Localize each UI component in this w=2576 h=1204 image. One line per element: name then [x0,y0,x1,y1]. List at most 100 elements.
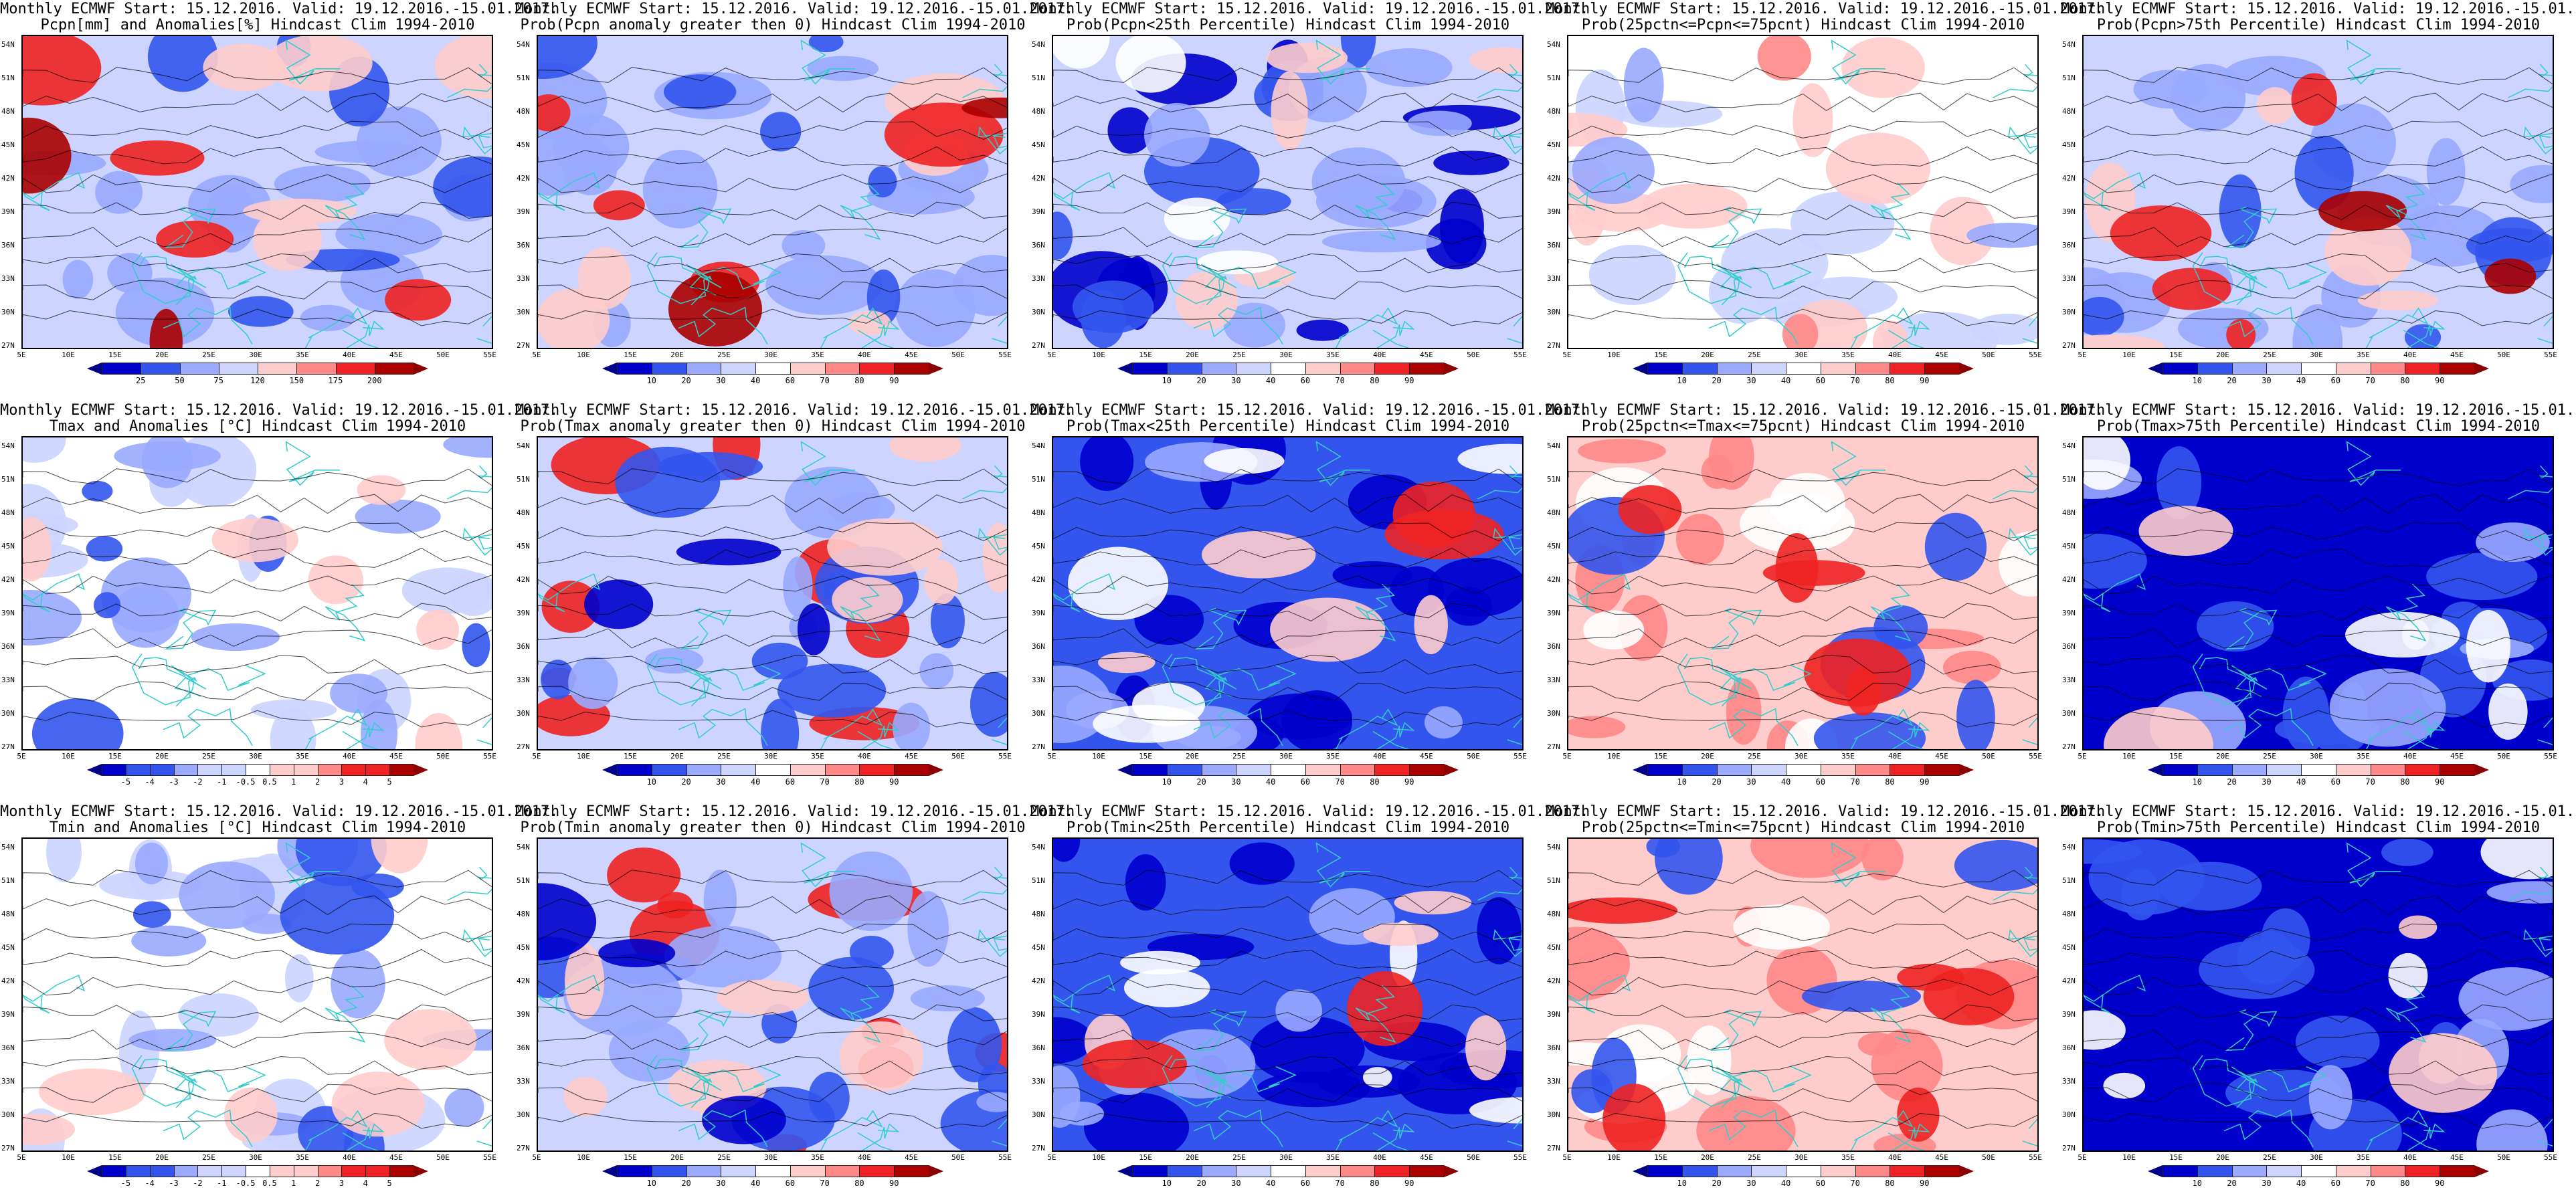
colorbar-tick-label: -0.5 [236,1179,256,1188]
lat-tick-label: 33N [1,274,15,283]
map-plot [21,837,493,1152]
lon-tick-label: 30E [249,752,262,761]
colorbar-tick-label: 90 [1404,777,1414,787]
lon-tick-label: 30E [1795,752,1808,761]
colorbar [1633,363,1974,375]
lat-tick-label: 36N [1,241,15,249]
lon-tick-label: 10E [62,350,75,359]
panel-title-line2: Prob(25pctn<=Tmax<=75pcnt) Hindcast Clim… [1581,418,2025,435]
colorbar-segment [1681,1165,1717,1177]
colorbar-segment [1305,764,1340,776]
lon-tick-label: 40E [343,1153,356,1162]
lat-tick-label: 48N [2062,910,2076,918]
colorbar-low-arrow [2148,363,2163,375]
colorbar-tick-label: 2 [314,1179,320,1188]
colorbar-tick-label: 30 [2262,777,2272,787]
lat-tick-label: 39N [2062,609,2076,617]
panel-title-line1: Monthly ECMWF Start: 15.12.2016. Valid: … [1030,1,1589,17]
lat-tick-label: 48N [1032,508,1045,517]
colorbar-tick-label: 40 [1265,777,1276,787]
colorbar-segment [859,363,895,375]
map-plot [1052,837,1524,1152]
colorbar-tick-label: 40 [2296,1179,2306,1188]
lat-tick-label: 36N [1032,642,1045,651]
lon-tick-label: 15E [1654,752,1667,761]
lon-tick-label: 55E [998,752,1012,761]
colorbar-segment [2301,363,2336,375]
lat-tick-label: 51N [1,74,15,82]
colorbar-labels: 10 20 30 40 60 70 80 90 [1647,777,1959,788]
lat-tick-label: 36N [1,642,15,651]
map-plot [2082,436,2554,750]
panel-title-line1: Monthly ECMWF Start: 15.12.2016. Valid: … [2061,1,2576,17]
colorbar-low-arrow [602,1165,617,1177]
colorbar-labels: 10 20 30 40 60 70 80 90 [617,376,929,387]
map-panel: Monthly ECMWF Start: 15.12.2016. Valid: … [2061,401,2576,803]
lat-tick-label: 51N [2062,876,2076,885]
colorbar-segment [374,363,413,375]
colorbar-segment [221,1165,246,1177]
lon-tick-label: 55E [483,752,496,761]
lon-tick-label: 55E [1513,752,1527,761]
lat-tick-label: 48N [2062,508,2076,517]
lat-tick-label: 33N [517,274,530,283]
lon-tick-label: 35E [296,752,309,761]
lat-tick-label: 36N [2062,241,2076,249]
colorbar-high-arrow [1444,1165,1459,1177]
lon-tick-label: 40E [343,752,356,761]
lon-tick-label: 25E [717,350,731,359]
colorbar-segment [102,1165,126,1177]
lon-tick-label: 35E [296,1153,309,1162]
colorbar-segment [365,1165,390,1177]
lon-tick-label: 20E [670,350,684,359]
lat-tick-label: 42N [1547,977,1560,985]
lat-tick-label: 33N [2062,676,2076,684]
colorbar-tick-label: 70 [2365,376,2375,385]
lon-tick-label: 40E [2403,752,2417,761]
lat-tick-label: 39N [2062,207,2076,216]
colorbar-high-arrow [413,764,428,776]
lon-tick-label: 5E [2078,350,2087,359]
colorbar-segment [2197,1165,2232,1177]
lon-tick-label: 55E [483,1153,496,1162]
lon-tick-label: 45E [905,350,918,359]
lat-tick-label: 54N [1032,843,1045,851]
lon-tick-label: 50E [1467,1153,1480,1162]
lon-tick-label: 50E [1982,1153,1995,1162]
lon-tick-label: 15E [1139,752,1152,761]
colorbar-labels: -5 -4 -3 -2 -1 -0.5 0.5 1 2 3 4 5 [102,777,413,788]
lat-tick-label: 33N [1,676,15,684]
lat-tick-label: 33N [517,676,530,684]
colorbar-segment [721,1165,756,1177]
colorbar-segment [1340,363,1375,375]
lon-tick-label: 30E [1279,1153,1293,1162]
map-panel: Monthly ECMWF Start: 15.12.2016. Valid: … [1030,803,1588,1204]
colorbar-segment [269,764,294,776]
lat-tick-label: 48N [517,910,530,918]
colorbar-segment [790,1165,825,1177]
colorbar-tick-label: 1 [291,1179,296,1188]
lon-tick-label: 20E [2216,1153,2229,1162]
lon-tick-label: 10E [62,752,75,761]
colorbar-tick-label: 60 [1815,376,1826,385]
lat-tick-label: 36N [2062,642,2076,651]
lat-tick-label: 33N [517,1077,530,1086]
lat-tick-label: 45N [1,542,15,550]
colorbar-tick-label: 70 [820,376,830,385]
colorbar-low-arrow [2148,1165,2163,1177]
colorbar-tick-label: 60 [785,777,796,787]
colorbar-segment [2163,363,2197,375]
colorbar-segment [1409,1165,1445,1177]
panel-title-line2: Prob(Pcpn>75th Percentile) Hindcast Clim… [2096,17,2541,33]
lon-tick-label: 40E [858,350,871,359]
lon-tick-label: 50E [436,350,450,359]
colorbar [87,363,428,375]
colorbar-tick-label: 90 [1919,1179,1930,1188]
lon-tick-label: 40E [1373,350,1386,359]
colorbar-segment [1924,1165,1960,1177]
colorbar-labels: 10 20 30 40 60 70 80 90 [617,777,929,788]
colorbar-tick-label: 30 [2262,376,2272,385]
panel-title-line2: Tmax and Anomalies [°C] Hindcast Clim 19… [49,418,466,435]
lat-tick-label: 48N [517,508,530,517]
lat-tick-label: 51N [1547,475,1560,484]
